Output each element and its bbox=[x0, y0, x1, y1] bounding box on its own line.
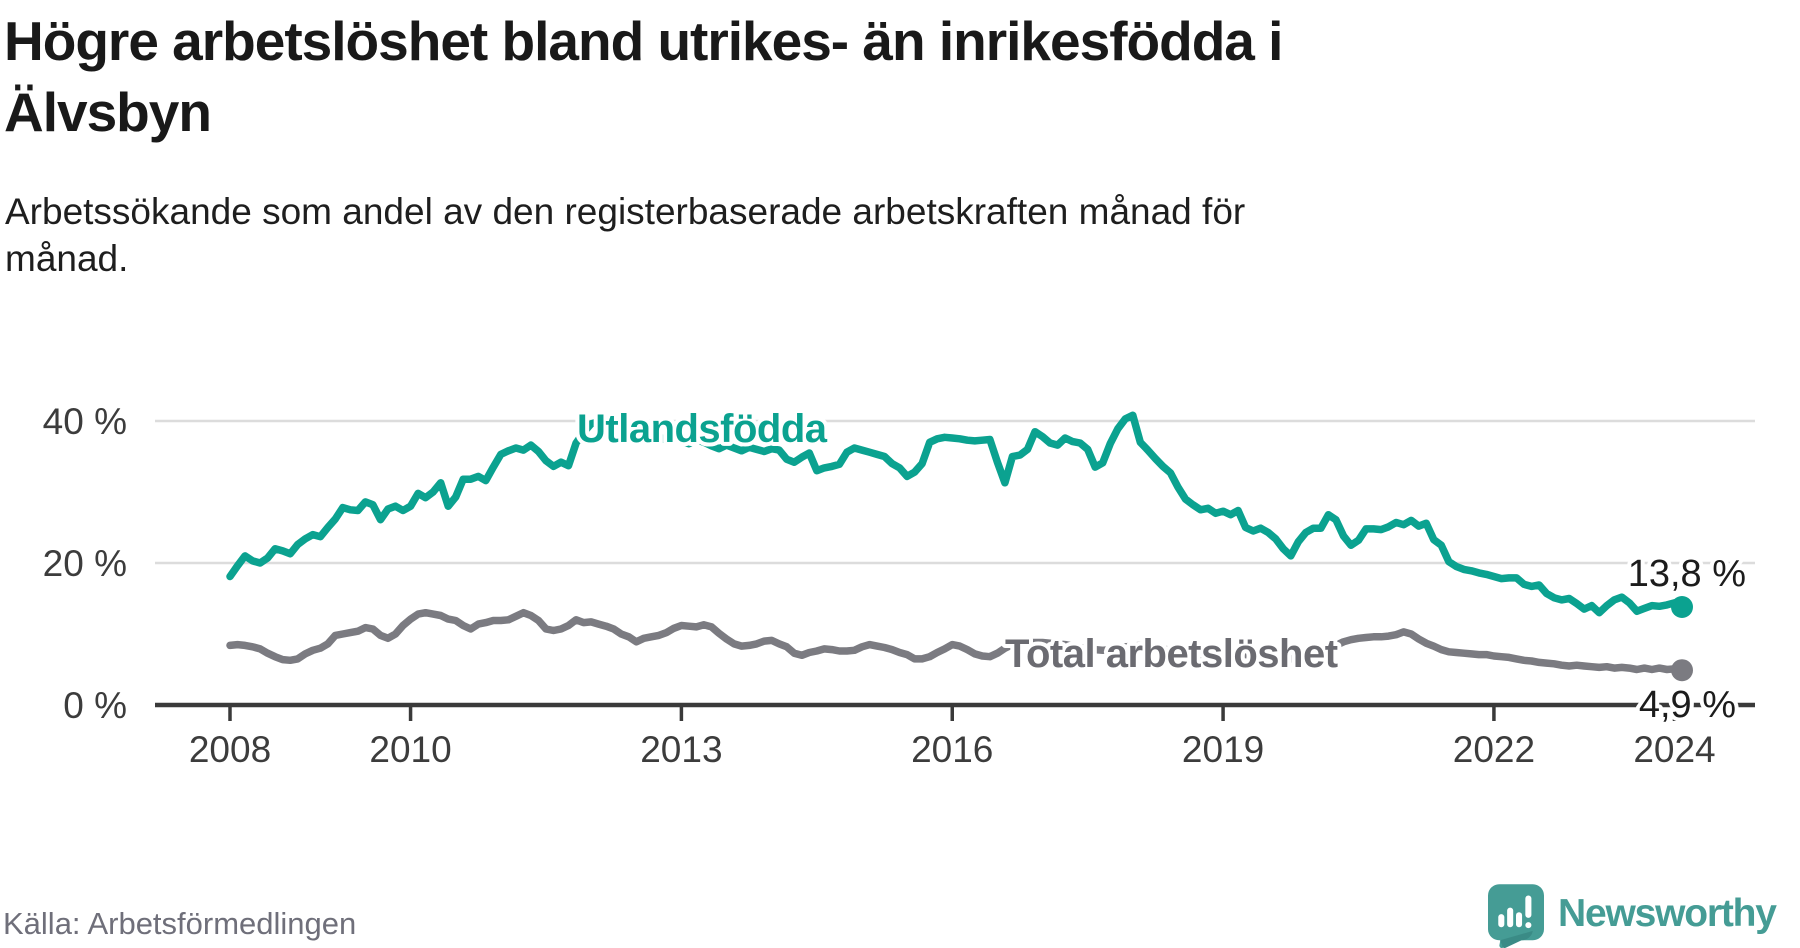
end-value-label-utlandsfodda: 13,8 % bbox=[1628, 553, 1746, 595]
x-tick-label-2022: 2022 bbox=[1453, 729, 1535, 770]
page-title: Högre arbetslöshet bland utrikes- än inr… bbox=[4, 6, 1604, 148]
chart-subtitle: Arbetssökande som andel av den registerb… bbox=[5, 188, 1605, 282]
x-tick-label-2016: 2016 bbox=[911, 729, 993, 770]
x-tick-label-2019: 2019 bbox=[1182, 729, 1264, 770]
title-line-1: Högre arbetslöshet bland utrikes- än inr… bbox=[4, 10, 1283, 72]
end-dots bbox=[1671, 596, 1693, 682]
series-label-total: Total arbetslöshet bbox=[1005, 632, 1338, 676]
end-dot-utlandsfodda bbox=[1671, 596, 1693, 619]
end-value-label-total: 4,9 % bbox=[1639, 684, 1736, 726]
gridlines bbox=[155, 419, 1755, 565]
y-tick-label: 40 % bbox=[43, 401, 127, 442]
series-labels: Utlandsfödda Total arbetslöshet bbox=[573, 403, 1342, 680]
end-value-annotations: 13,8 % 4,9 % bbox=[1624, 549, 1750, 730]
y-tick-label: 0 % bbox=[63, 685, 127, 726]
subtitle-line-1: Arbetssökande som andel av den registerb… bbox=[5, 191, 1246, 232]
newsworthy-logo-icon bbox=[1488, 884, 1544, 948]
subtitle-line-2: månad. bbox=[5, 238, 129, 279]
x-tick-label-2024: 2024 bbox=[1633, 729, 1715, 770]
axis-tick-labels: 0 % 20 % 40 % 2008 2010 2013 2016 2019 2022 2024 bbox=[43, 401, 1716, 770]
series-line-total-arbetsl-shet bbox=[226, 608, 1686, 674]
newsworthy-wordmark: Newsworthy bbox=[1558, 892, 1777, 935]
end-dot-total bbox=[1671, 659, 1693, 682]
x-tick-label-2013: 2013 bbox=[640, 729, 722, 770]
source-attribution: Källa: Arbetsförmedlingen bbox=[3, 906, 357, 941]
title-line-2: Älvsbyn bbox=[4, 81, 212, 143]
y-tick-label: 20 % bbox=[43, 543, 127, 584]
series-line-utlandsf-dda bbox=[226, 411, 1686, 617]
x-tick-label-2008: 2008 bbox=[189, 729, 271, 770]
newsworthy-logo: Newsworthy bbox=[1488, 884, 1777, 948]
series-label-utlandsfodda: Utlandsfödda bbox=[577, 407, 828, 451]
x-axis bbox=[155, 702, 1755, 721]
x-tick-label-2010: 2010 bbox=[369, 729, 451, 770]
series-lines bbox=[226, 411, 1686, 674]
